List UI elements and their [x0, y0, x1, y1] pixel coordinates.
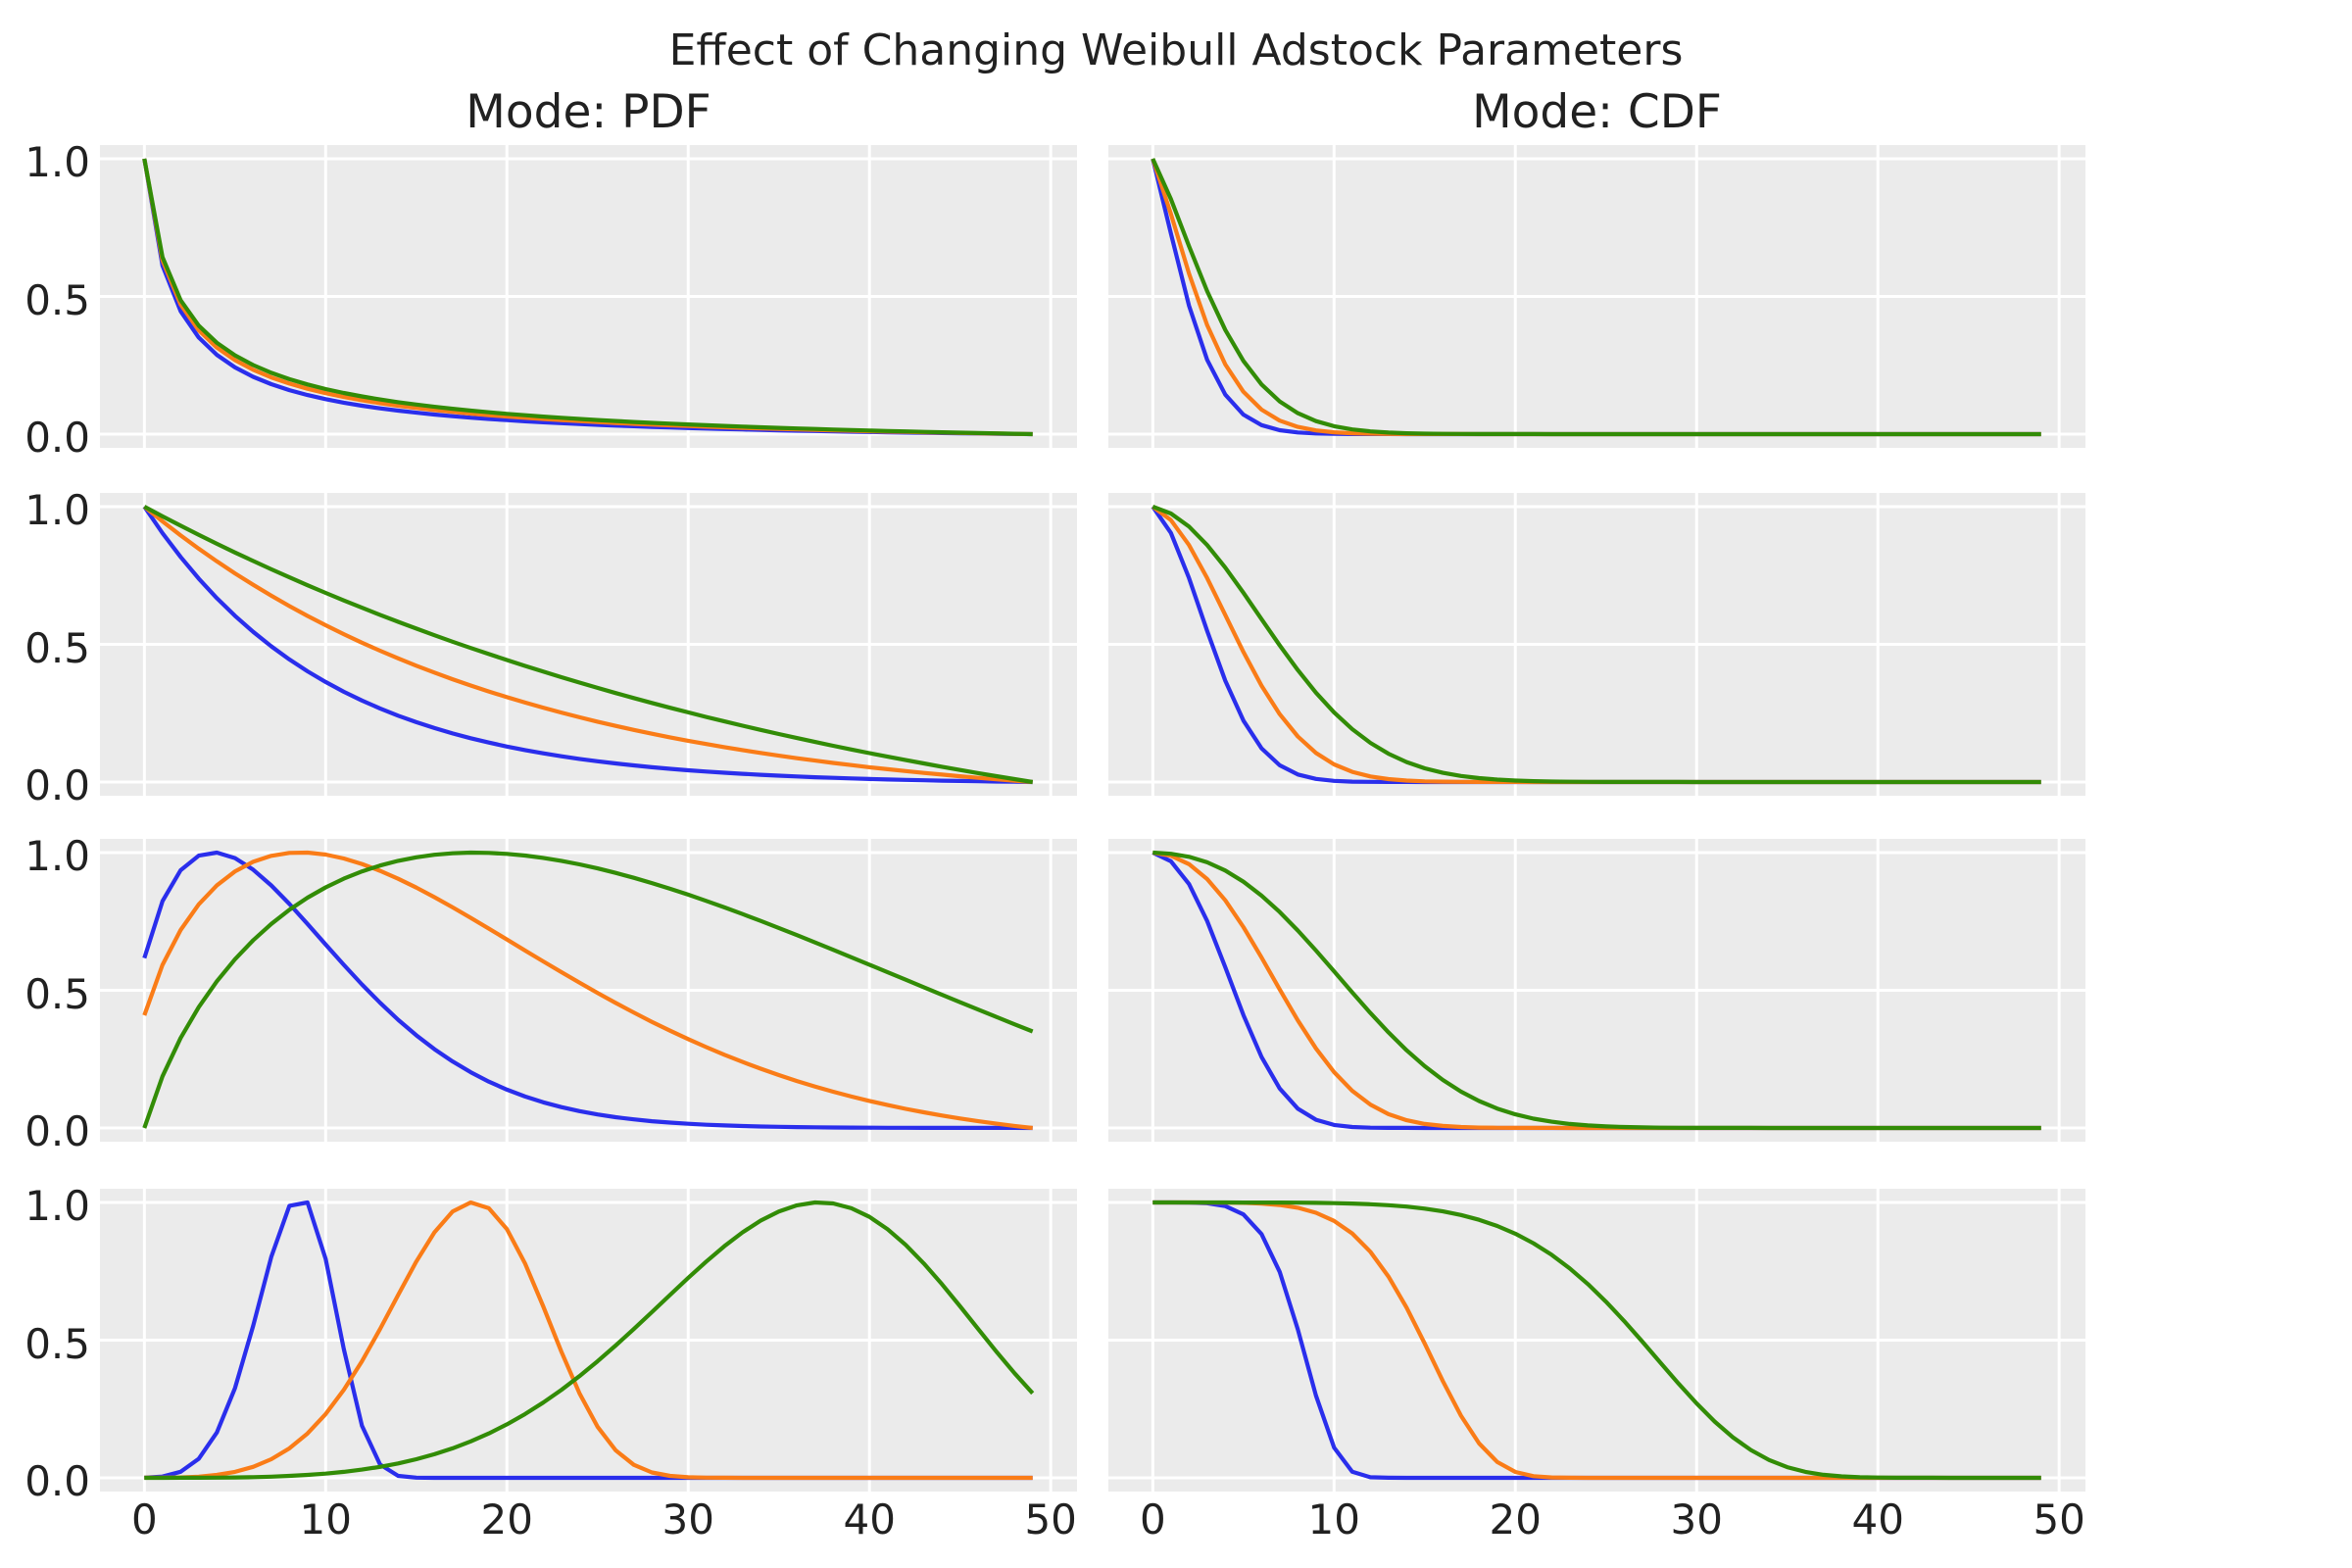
series-line-scale-40: [1151, 158, 2041, 437]
column-title-pdf: Mode: PDF: [466, 85, 711, 139]
y-tick-label-row4-1.0: 1.0: [24, 1182, 90, 1231]
x-tick-label-col2-40: 40: [1851, 1495, 1904, 1544]
series-line-scale-40: [1152, 505, 2041, 785]
y-tick-label-row4-0.5: 0.5: [24, 1319, 90, 1368]
series-line-scale-40: [142, 158, 1033, 437]
plot-area: [1108, 145, 2085, 448]
y-tick-label-row2-0.5: 0.5: [24, 623, 90, 672]
subplot-pdf-shape-1: [100, 493, 1077, 796]
y-tick-label-row1-1.0: 1.0: [24, 138, 90, 187]
subplot-cdf-shape-5: [1108, 1189, 2085, 1492]
y-tick-label-row2-0.0: 0.0: [24, 760, 90, 809]
subplot-cdf-shape-1.5: [1108, 839, 2085, 1142]
series-line-scale-20: [144, 1200, 1033, 1481]
y-tick-label-row2-1.0: 1.0: [24, 486, 90, 535]
y-tick-label-row1-0.0: 0.0: [24, 413, 90, 462]
subplot-pdf-shape-5: [100, 1189, 1077, 1492]
series-line-scale-40: [1152, 850, 2041, 1131]
x-tick-label-col1-40: 40: [843, 1495, 896, 1544]
plot-area: [1108, 1189, 2085, 1492]
plot-area: [100, 145, 1077, 448]
x-tick-label-col1-20: 20: [480, 1495, 533, 1544]
series-line-scale-40: [143, 505, 1034, 785]
plot-area: [1108, 493, 2085, 796]
plot-area: [100, 493, 1077, 796]
y-tick-label-row1-0.5: 0.5: [24, 275, 90, 324]
x-tick-label-col1-10: 10: [299, 1495, 352, 1544]
y-tick-label-row3-1.0: 1.0: [24, 832, 90, 881]
plot-area: [1108, 839, 2085, 1142]
series-line-scale-10: [142, 505, 1033, 785]
subplot-cdf-shape-1: [1108, 493, 2085, 796]
x-tick-label-col1-0: 0: [130, 1495, 158, 1544]
series-line-scale-40: [144, 1200, 1035, 1481]
x-tick-label-col2-10: 10: [1307, 1495, 1360, 1544]
subplot-pdf-shape-1.5: [100, 839, 1077, 1142]
figure-title: Effect of Changing Weibull Adstock Param…: [668, 25, 1684, 75]
series-line-scale-40: [1152, 1200, 2041, 1481]
x-tick-label-col2-30: 30: [1670, 1495, 1723, 1544]
plot-area: [100, 1189, 1077, 1492]
subplot-cdf-shape-0.5: [1108, 145, 2085, 448]
x-tick-label-col2-50: 50: [2033, 1495, 2085, 1544]
x-tick-label-col1-30: 30: [662, 1495, 714, 1544]
series-line-scale-40: [142, 850, 1034, 1129]
x-tick-label-col2-0: 0: [1139, 1495, 1166, 1544]
column-title-cdf: Mode: CDF: [1472, 85, 1722, 139]
x-tick-label-col2-20: 20: [1489, 1495, 1542, 1544]
series-line-scale-20: [142, 850, 1033, 1131]
plot-area: [100, 839, 1077, 1142]
subplot-pdf-shape-0.5: [100, 145, 1077, 448]
y-tick-label-row4-0.0: 0.0: [24, 1456, 90, 1505]
y-tick-label-row3-0.5: 0.5: [24, 969, 90, 1018]
x-tick-label-col1-50: 50: [1024, 1495, 1077, 1544]
series-line-scale-20: [142, 505, 1033, 785]
y-tick-label-row3-0.0: 0.0: [24, 1106, 90, 1155]
